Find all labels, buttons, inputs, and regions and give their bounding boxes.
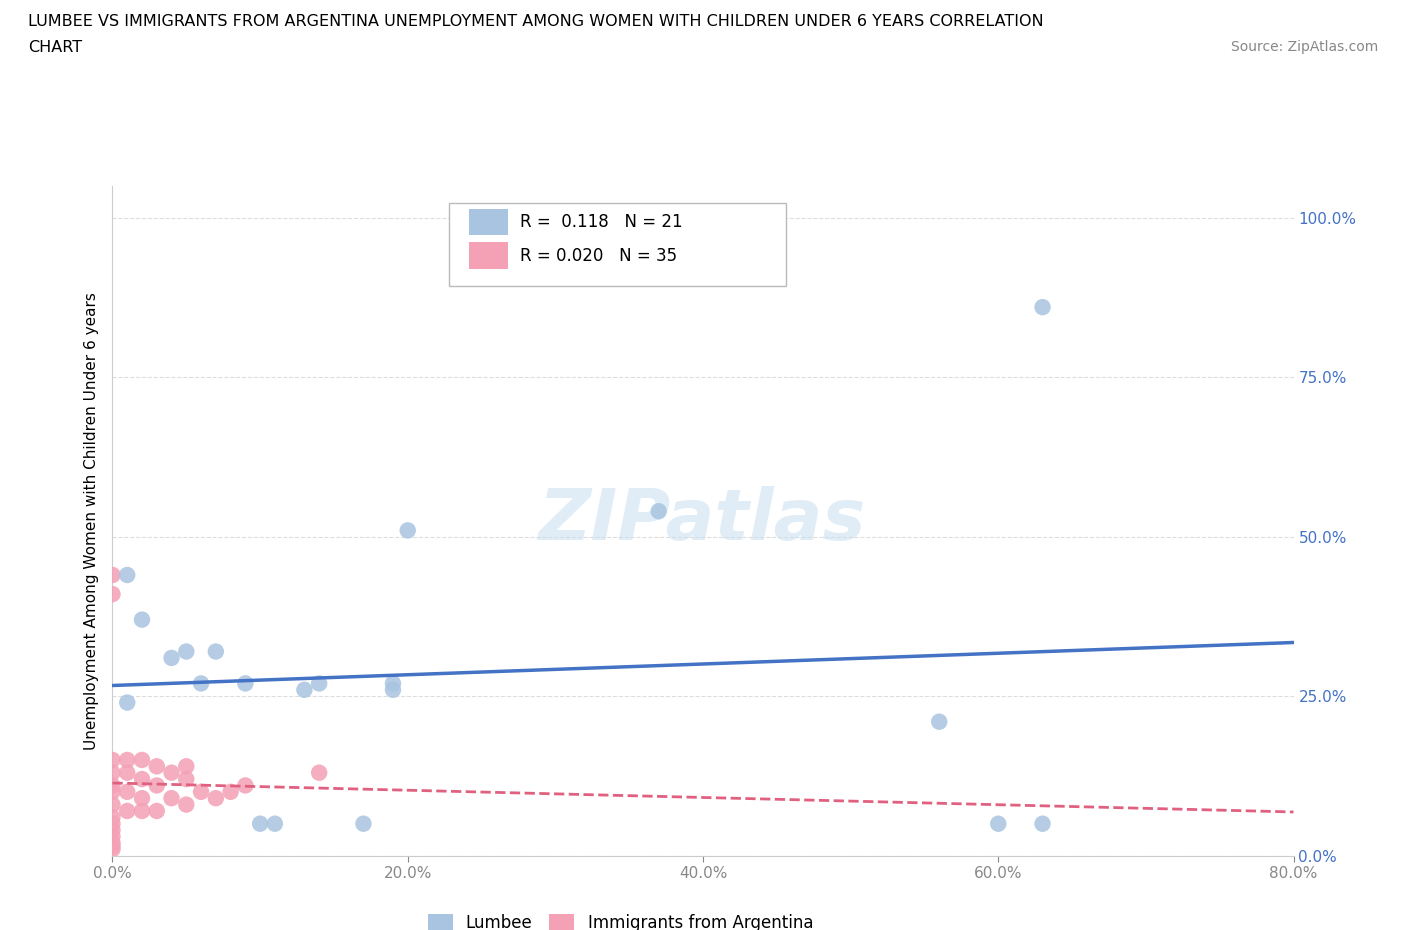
Point	[1032, 817, 1054, 831]
Point	[160, 650, 183, 665]
Y-axis label: Unemployment Among Women with Children Under 6 years: Unemployment Among Women with Children U…	[83, 292, 98, 750]
Point	[146, 778, 169, 793]
FancyBboxPatch shape	[449, 203, 786, 286]
Point	[205, 644, 228, 659]
Point	[117, 567, 138, 582]
FancyBboxPatch shape	[470, 243, 508, 269]
Legend: Lumbee, Immigrants from Argentina: Lumbee, Immigrants from Argentina	[420, 908, 820, 930]
Point	[1032, 299, 1054, 314]
Point	[160, 765, 183, 780]
Point	[928, 714, 950, 729]
Point	[174, 644, 197, 659]
Text: R =  0.118   N = 21: R = 0.118 N = 21	[520, 213, 682, 231]
Point	[101, 835, 124, 850]
Point	[117, 695, 138, 710]
Point	[117, 765, 138, 780]
Point	[174, 772, 197, 787]
Point	[174, 759, 197, 774]
Point	[101, 842, 124, 857]
FancyBboxPatch shape	[470, 208, 508, 235]
Point	[101, 829, 124, 844]
Point	[647, 504, 671, 519]
Point	[131, 612, 153, 627]
Point	[117, 784, 138, 799]
Point	[249, 817, 271, 831]
Point	[101, 567, 124, 582]
Point	[131, 804, 153, 818]
Point	[190, 676, 212, 691]
Text: ZIPatlas: ZIPatlas	[540, 486, 866, 555]
Point	[101, 839, 124, 854]
Point	[117, 752, 138, 767]
Point	[101, 765, 124, 780]
Point	[308, 676, 330, 691]
Point	[131, 790, 153, 805]
Point	[101, 752, 124, 767]
Point	[101, 587, 124, 602]
Text: R = 0.020   N = 35: R = 0.020 N = 35	[520, 246, 678, 265]
Point	[131, 772, 153, 787]
Point	[396, 523, 419, 538]
Point	[160, 790, 183, 805]
Point	[219, 784, 242, 799]
Point	[146, 804, 169, 818]
Point	[205, 790, 228, 805]
Text: LUMBEE VS IMMIGRANTS FROM ARGENTINA UNEMPLOYMENT AMONG WOMEN WITH CHILDREN UNDER: LUMBEE VS IMMIGRANTS FROM ARGENTINA UNEM…	[28, 14, 1043, 29]
Point	[292, 683, 315, 698]
Point	[101, 797, 124, 812]
Text: Source: ZipAtlas.com: Source: ZipAtlas.com	[1230, 40, 1378, 54]
Point	[264, 817, 287, 831]
Point	[233, 778, 256, 793]
Point	[174, 797, 197, 812]
Point	[101, 817, 124, 831]
Point	[117, 804, 138, 818]
Point	[352, 817, 374, 831]
Point	[101, 784, 124, 799]
Point	[101, 810, 124, 825]
Point	[101, 823, 124, 838]
Point	[382, 683, 405, 698]
Point	[131, 752, 153, 767]
Point	[190, 784, 212, 799]
Point	[308, 765, 330, 780]
Point	[987, 817, 1010, 831]
Point	[146, 759, 169, 774]
Point	[101, 778, 124, 793]
Point	[233, 676, 256, 691]
Point	[382, 676, 405, 691]
Text: CHART: CHART	[28, 40, 82, 55]
